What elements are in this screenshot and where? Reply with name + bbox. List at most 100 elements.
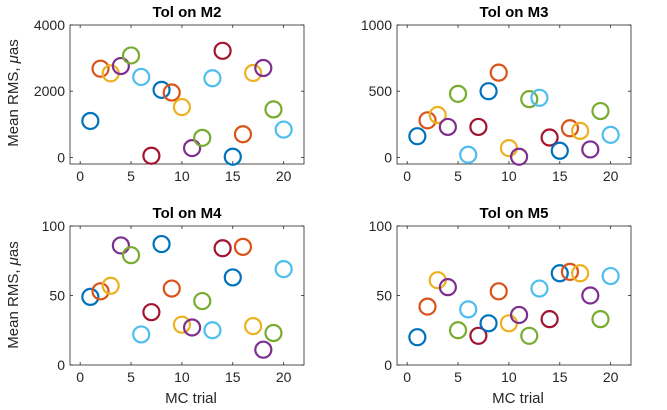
- data-point: [203, 69, 222, 88]
- data-point: [540, 128, 559, 147]
- x-tick-label: 10: [174, 168, 190, 184]
- data-point: [550, 264, 569, 283]
- y-tick-label: 4000: [34, 17, 65, 33]
- data-point: [418, 111, 437, 130]
- data-point: [530, 88, 549, 107]
- ylabel-top: Mean RMS, μas: [5, 39, 22, 146]
- data-point: [213, 239, 232, 258]
- data-point: [479, 314, 498, 333]
- data-point: [81, 111, 100, 131]
- data-point: [91, 282, 110, 301]
- xlabel-right: MC trial: [492, 390, 544, 407]
- data-point: [448, 321, 468, 340]
- data-point: [530, 279, 549, 298]
- data-point: [111, 56, 130, 76]
- data-point: [509, 305, 529, 325]
- x-tick-label: 0: [403, 168, 411, 184]
- data-point: [254, 58, 273, 78]
- data-point: [550, 141, 569, 160]
- data-point: [581, 140, 600, 159]
- data-point: [264, 100, 283, 119]
- data-point: [203, 321, 222, 340]
- subplot-3: Tol on M4 0 5 10 15 20 0 50 100: [42, 205, 305, 385]
- data-point: [571, 121, 590, 141]
- data-point: [489, 63, 508, 82]
- data-point: [408, 328, 427, 347]
- chart-title-1: Tol on M2: [153, 4, 222, 21]
- x-tick-label: 15: [225, 369, 241, 385]
- data-point: [479, 82, 498, 101]
- data-point: [428, 105, 447, 125]
- data-point: [244, 316, 263, 336]
- x-tick-label: 20: [603, 369, 619, 385]
- data-point: [520, 90, 539, 109]
- y-tick-label: 0: [57, 149, 65, 165]
- data-point: [223, 147, 242, 166]
- data-point: [111, 236, 130, 255]
- x-tick-label: 5: [454, 369, 462, 385]
- data-point: [152, 80, 171, 99]
- data-point: [509, 147, 529, 166]
- data-point: [91, 59, 110, 78]
- x-tick-label: 15: [552, 168, 568, 184]
- data-point: [162, 279, 181, 298]
- data-point: [121, 246, 141, 265]
- data-point: [132, 67, 151, 87]
- data-point: [591, 101, 610, 121]
- x-tick-label: 0: [76, 369, 84, 385]
- data-point: [182, 139, 202, 158]
- data-point: [172, 315, 192, 334]
- x-tick-label: 10: [501, 369, 517, 385]
- data-point: [560, 262, 580, 281]
- data-point: [264, 323, 283, 343]
- chart-title-3: Tol on M4: [153, 205, 223, 222]
- data-point: [193, 291, 212, 311]
- data-point: [601, 266, 620, 286]
- data-point: [489, 282, 508, 301]
- xlabel-left: MC trial: [165, 390, 217, 407]
- data-point: [213, 41, 232, 60]
- data-point: [152, 234, 171, 254]
- data-point: [560, 119, 580, 138]
- data-point: [520, 326, 539, 345]
- x-tick-label: 20: [276, 369, 292, 385]
- data-point: [459, 145, 478, 164]
- data-point: [601, 125, 620, 144]
- data-point: [244, 63, 263, 83]
- data-point: [418, 297, 437, 316]
- y-tick-label: 50: [49, 288, 65, 304]
- data-point: [408, 127, 427, 146]
- data-point: [142, 303, 161, 322]
- x-tick-label: 10: [501, 168, 517, 184]
- x-tick-label: 20: [603, 168, 619, 184]
- data-point: [591, 310, 610, 329]
- chart-title-4: Tol on M5: [480, 205, 549, 222]
- y-tick-label: 2000: [34, 83, 65, 99]
- y-tick-label: 100: [42, 218, 66, 234]
- data-point: [581, 286, 600, 305]
- data-point: [101, 276, 120, 295]
- data-point: [571, 264, 590, 283]
- data-point: [162, 83, 181, 102]
- y-tick-label: 50: [376, 288, 392, 304]
- x-tick-label: 5: [127, 369, 135, 385]
- y-tick-label: 500: [369, 83, 393, 99]
- data-point: [459, 300, 478, 319]
- x-tick-label: 0: [403, 369, 411, 385]
- data-point: [233, 237, 253, 256]
- y-tick-label: 0: [57, 357, 65, 373]
- x-tick-label: 5: [127, 168, 135, 184]
- subplot-2: Tol on M3 0 5 10 15 20 0 500 1000: [361, 4, 632, 184]
- data-point: [182, 318, 202, 337]
- data-point: [81, 287, 100, 306]
- data-point: [193, 128, 212, 147]
- data-point: [121, 46, 141, 65]
- data-point: [254, 340, 273, 359]
- plot-area-4: [396, 225, 632, 366]
- y-tick-label: 1000: [361, 17, 392, 33]
- x-tick-label: 10: [174, 369, 190, 385]
- ylabel-bottom: Mean RMS, μas: [5, 241, 22, 348]
- x-tick-label: 0: [76, 168, 84, 184]
